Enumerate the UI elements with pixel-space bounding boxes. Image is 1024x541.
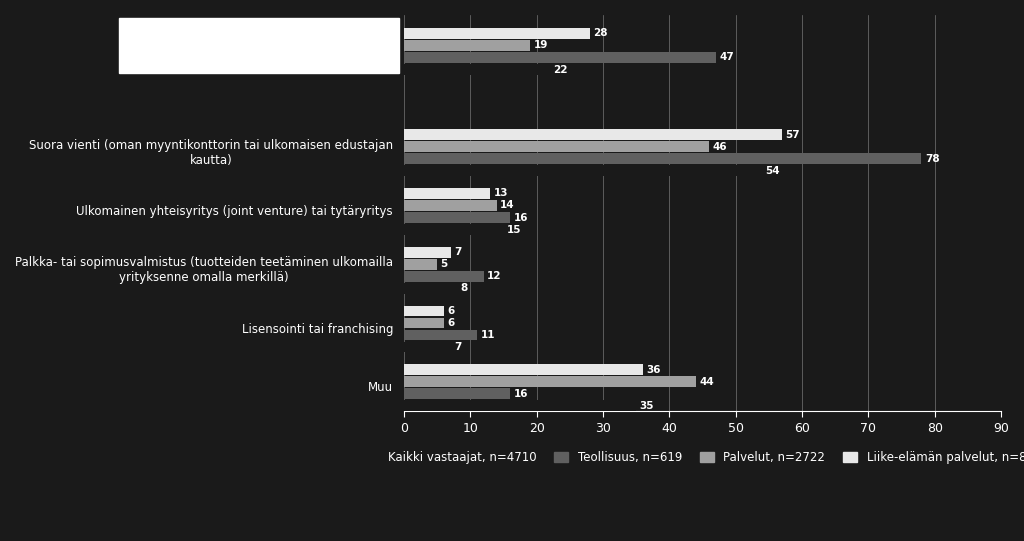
Bar [404,153,922,164]
Bar [404,212,510,223]
Text: 8: 8 [461,283,468,293]
Legend: Kaikki vastaajat, n=4710, Teollisuus, n=619, Palvelut, n=2722, Liike-elämän palv: Kaikki vastaajat, n=4710, Teollisuus, n=… [359,446,1024,469]
Bar [404,141,710,152]
Text: 6: 6 [447,318,455,328]
Bar [404,271,483,282]
Text: 14: 14 [501,201,515,210]
Text: 19: 19 [534,41,548,50]
Text: 16: 16 [514,213,528,222]
Text: 47: 47 [719,52,734,62]
Bar [404,224,504,235]
Text: 28: 28 [593,29,607,38]
Bar [404,364,643,375]
Bar [404,342,451,353]
Text: 35: 35 [640,401,654,411]
Text: 5: 5 [440,259,447,269]
Bar [404,129,782,140]
Text: 7: 7 [454,342,461,352]
Bar [404,166,762,176]
Bar [404,52,716,63]
Bar [404,64,550,75]
Text: 54: 54 [766,166,780,176]
Bar [404,329,477,340]
Text: 22: 22 [553,64,568,75]
Bar [404,318,444,328]
Bar [404,247,451,258]
Text: 16: 16 [514,389,528,399]
Text: 78: 78 [925,154,939,164]
Bar [404,188,490,199]
Text: 11: 11 [480,330,495,340]
Text: 15: 15 [507,225,521,235]
Bar [404,283,457,294]
Bar [404,306,444,316]
Text: 46: 46 [713,142,727,151]
Text: 7: 7 [454,247,461,257]
Text: 57: 57 [785,130,800,140]
Text: 44: 44 [699,377,714,387]
Text: 6: 6 [447,306,455,316]
Bar [404,40,530,51]
Text: 36: 36 [646,365,660,375]
Bar [404,388,510,399]
Bar [404,28,590,39]
Bar [404,259,437,269]
Text: 13: 13 [494,188,508,199]
Bar [404,400,636,411]
Bar [404,200,497,211]
Text: 12: 12 [487,271,502,281]
Bar [404,377,696,387]
